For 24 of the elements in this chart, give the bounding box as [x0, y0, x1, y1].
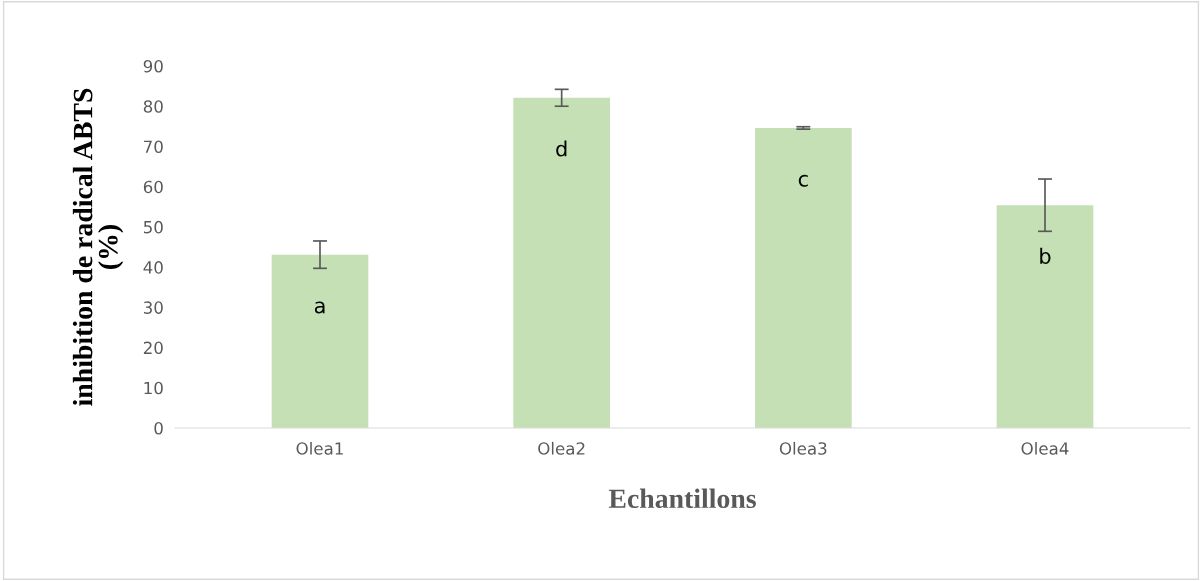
x-tick-label: Olea3 — [779, 441, 827, 455]
annotation: c — [798, 174, 808, 187]
y-tick-label: 50 — [143, 220, 163, 234]
x-tick-label: Olea1 — [296, 441, 343, 455]
x-tick-label: Olea4 — [1021, 441, 1069, 455]
y-tick-label: 20 — [143, 341, 163, 355]
y-tick-label: 0 — [154, 421, 163, 435]
y-tick-label: 10 — [144, 381, 163, 395]
annotation: d — [556, 140, 567, 157]
y-axis-title: inhibition de radical ABTS (%) — [72, 88, 124, 406]
annotation: b — [1040, 247, 1051, 264]
annotation: a — [314, 301, 325, 314]
x-tick-label: Olea2 — [538, 441, 585, 455]
y-tick-label: 90 — [143, 59, 163, 73]
y-tick-label: 70 — [144, 140, 163, 154]
y-tick-label: 60 — [143, 180, 163, 194]
y-tick-label: 30 — [143, 301, 163, 314]
x-axis-title: Echantillons — [608, 488, 756, 509]
bar — [513, 97, 610, 428]
bar — [996, 205, 1094, 428]
bar — [755, 127, 852, 428]
y-tick-label: 80 — [143, 100, 163, 113]
bar — [271, 254, 369, 428]
y-tick-label: 40 — [143, 261, 163, 274]
